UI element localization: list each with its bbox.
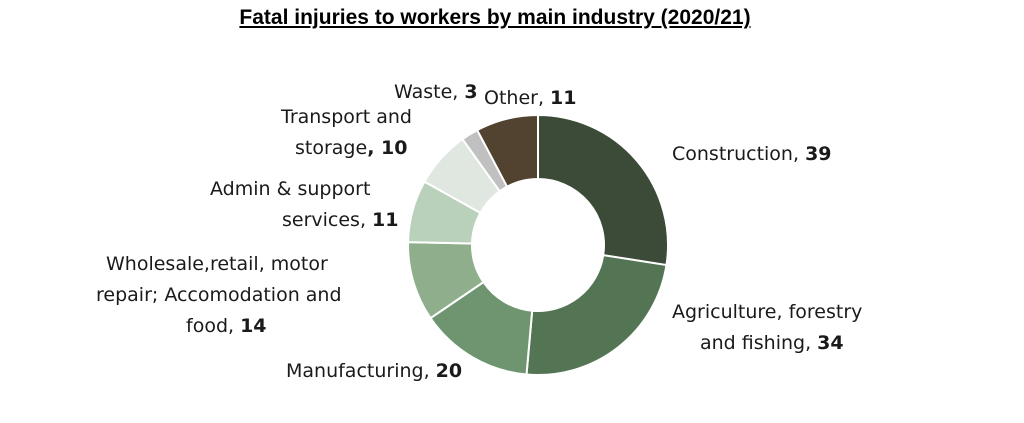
slice-label-3: Wholesale,retail, motor repair; Accomodat… bbox=[96, 253, 342, 337]
slice-label-1: Agriculture, forestry and fishing, 34 bbox=[672, 301, 862, 354]
slice-label-4: Admin & support services, 11 bbox=[210, 178, 399, 231]
slice-agriculture-forestry-and-fishing bbox=[525, 254, 668, 376]
slice-other bbox=[475, 113, 539, 189]
slice-construction bbox=[537, 113, 669, 267]
slice-label-7: Other, 11 bbox=[484, 87, 576, 109]
chart-title: Fatal injuries to workers by main indust… bbox=[239, 6, 751, 29]
slice-label-2: Manufacturing, 20 bbox=[286, 360, 462, 382]
slice-label-0: Construction, 39 bbox=[672, 143, 832, 165]
slice-label-6: Waste, 3 bbox=[394, 81, 478, 103]
slice-label-5: Transport and storage, 10 bbox=[280, 106, 412, 159]
